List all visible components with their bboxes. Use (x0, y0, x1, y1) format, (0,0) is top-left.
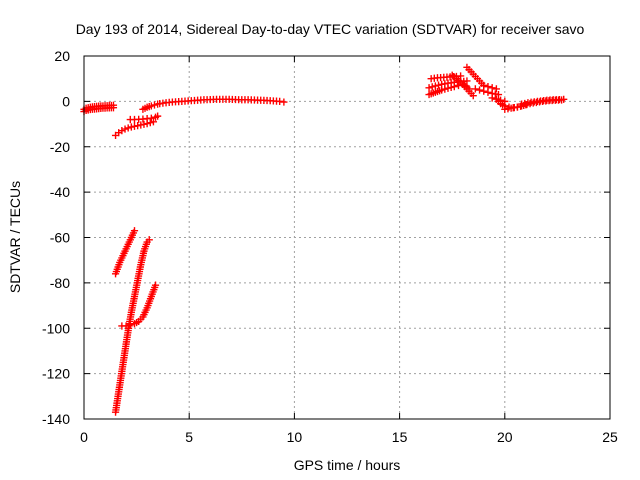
data-point (457, 72, 465, 80)
data-point (149, 118, 158, 126)
series-seg-14 (457, 78, 477, 100)
x-tick-label: 5 (185, 429, 193, 445)
y-tick-label: -20 (50, 139, 70, 155)
data-point (150, 101, 159, 109)
data-point (122, 322, 130, 330)
data-point (480, 81, 488, 90)
plot-frame (83, 55, 611, 420)
x-tick-label: 10 (287, 429, 303, 445)
x-tick-label: 15 (392, 429, 408, 445)
y-tick-label: -40 (50, 184, 70, 200)
data-point (146, 119, 154, 127)
data-point (492, 85, 500, 93)
data-point (147, 102, 155, 110)
data-point (280, 98, 288, 106)
data-point (471, 85, 479, 93)
series-seg-7 (111, 227, 139, 278)
data-point (147, 114, 155, 122)
data-point (431, 82, 439, 90)
data-point (520, 101, 528, 110)
data-point (450, 83, 458, 91)
data-point (126, 321, 134, 329)
data-point (434, 81, 443, 89)
y-tick-label: -60 (50, 230, 70, 246)
data-points (80, 63, 568, 416)
data-point (118, 127, 126, 135)
axis-ticks: 0 5 10 15 20 25 20 0 -20 -40 -60 -80 -100 -120 -140 (42, 48, 618, 445)
y-tick-label: -140 (42, 411, 70, 427)
y-axis-label: SDTVAR / TECUs (7, 181, 23, 293)
data-point (130, 227, 139, 235)
data-point (463, 77, 471, 85)
series-seg-16 (471, 85, 503, 99)
series-seg-5 (139, 100, 162, 113)
data-point (488, 84, 496, 92)
data-point (109, 104, 118, 112)
chart-title: Day 193 of 2014, Sidereal Day-to-day VTE… (76, 21, 585, 37)
data-point (154, 112, 162, 120)
data-point (151, 281, 160, 289)
data-point (475, 86, 484, 94)
data-point (516, 102, 525, 110)
x-tick-label: 25 (602, 429, 618, 445)
y-tick-label: 0 (62, 93, 70, 109)
y-tick-label: 20 (54, 48, 70, 64)
data-point (494, 90, 503, 99)
data-point (444, 84, 452, 92)
data-point (438, 86, 446, 94)
series-seg-6 (156, 95, 288, 108)
data-point (425, 84, 433, 92)
series-seg-17 (480, 81, 500, 93)
series-seg-4 (126, 112, 162, 124)
data-point (558, 96, 566, 104)
y-tick-label: -120 (42, 366, 70, 382)
data-point (441, 85, 449, 93)
x-axis-label: GPS time / hours (294, 457, 401, 473)
x-tick-label: 20 (497, 429, 513, 445)
series-seg-21 (501, 96, 566, 113)
series-seg-11 (425, 81, 463, 99)
data-point (447, 83, 455, 92)
series-seg-2 (80, 104, 118, 116)
y-tick-label: -80 (50, 275, 70, 291)
x-tick-label: 0 (80, 429, 88, 445)
series-seg-8 (111, 236, 153, 416)
data-point (484, 83, 492, 91)
data-point (124, 124, 132, 132)
data-point (513, 103, 522, 111)
data-point (488, 94, 496, 102)
data-point (469, 92, 477, 100)
data-point (121, 125, 129, 133)
data-point (428, 83, 436, 91)
series-seg-9 (118, 281, 160, 330)
series-seg-3 (111, 118, 158, 140)
y-tick-label: -100 (42, 320, 70, 336)
data-point (145, 236, 153, 244)
data-point (523, 100, 531, 109)
grid (84, 56, 610, 419)
